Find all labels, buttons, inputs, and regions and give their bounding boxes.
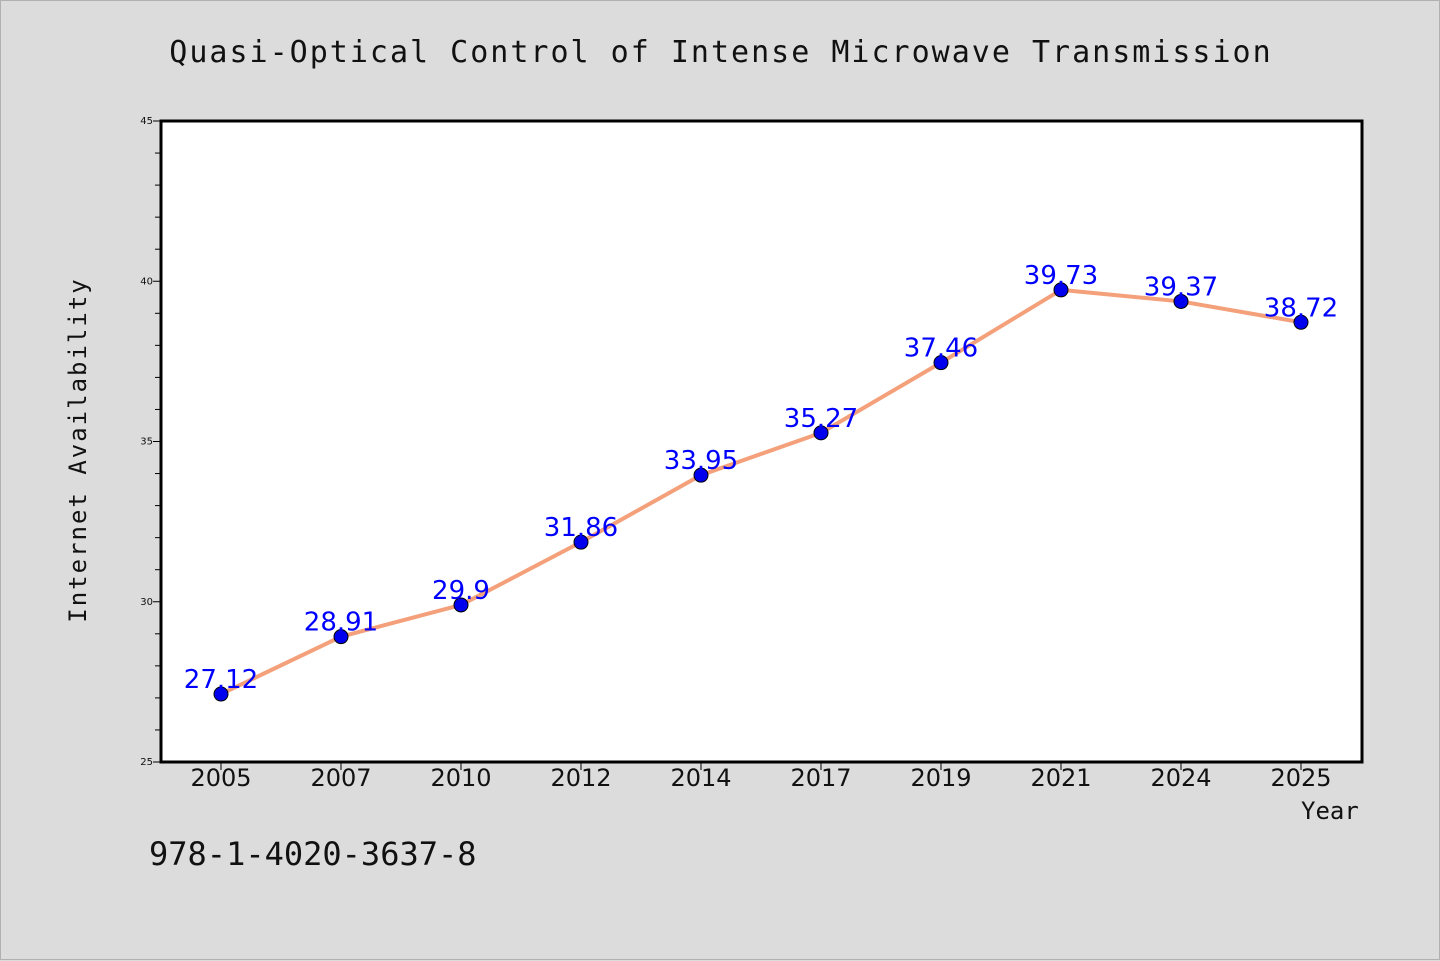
data-label: 27.12	[184, 665, 258, 695]
data-point	[333, 629, 349, 645]
data-point	[573, 534, 589, 550]
data-label: 28.91	[304, 608, 378, 638]
plot-area	[161, 121, 1362, 762]
y-tick-label: 35	[140, 437, 153, 448]
isbn-text: 978-1-4020-3637-8	[149, 835, 477, 873]
data-point	[693, 467, 709, 483]
x-tick-label: 2010	[430, 764, 491, 792]
data-point	[213, 686, 229, 702]
chart-title: Quasi-Optical Control of Intense Microwa…	[169, 35, 1273, 70]
x-tick-label: 2017	[790, 764, 851, 792]
data-label: 29.9	[432, 576, 490, 606]
data-point	[933, 355, 949, 371]
data-point	[1053, 282, 1069, 298]
data-label: 33.95	[664, 446, 738, 476]
plot-frame	[159, 119, 1364, 764]
data-point	[453, 597, 469, 613]
x-tick-label: 2025	[1270, 764, 1331, 792]
data-point	[1293, 314, 1309, 330]
data-label: 31.86	[544, 513, 618, 543]
data-label: 37.46	[904, 334, 978, 364]
x-tick-label: 2007	[310, 764, 371, 792]
y-tick-label: 45	[140, 116, 153, 127]
x-axis-label: Year	[1301, 797, 1359, 825]
y-tick-label: 30	[140, 597, 153, 608]
series-line	[220, 287, 1302, 696]
x-tick-label: 2005	[190, 764, 251, 792]
data-label: 38.72	[1264, 293, 1338, 323]
data-label: 39.37	[1144, 272, 1218, 302]
x-tick-label: 2024	[1150, 764, 1211, 792]
x-tick-label: 2019	[910, 764, 971, 792]
data-label: 35.27	[784, 404, 858, 434]
data-point	[813, 425, 829, 441]
x-tick-label: 2021	[1030, 764, 1091, 792]
x-tick-label: 2014	[670, 764, 731, 792]
x-tick-label: 2012	[550, 764, 611, 792]
data-point	[1173, 293, 1189, 309]
data-label: 39.73	[1024, 261, 1098, 291]
y-tick-label: 40	[140, 276, 153, 287]
y-tick-label: 25	[140, 757, 153, 768]
